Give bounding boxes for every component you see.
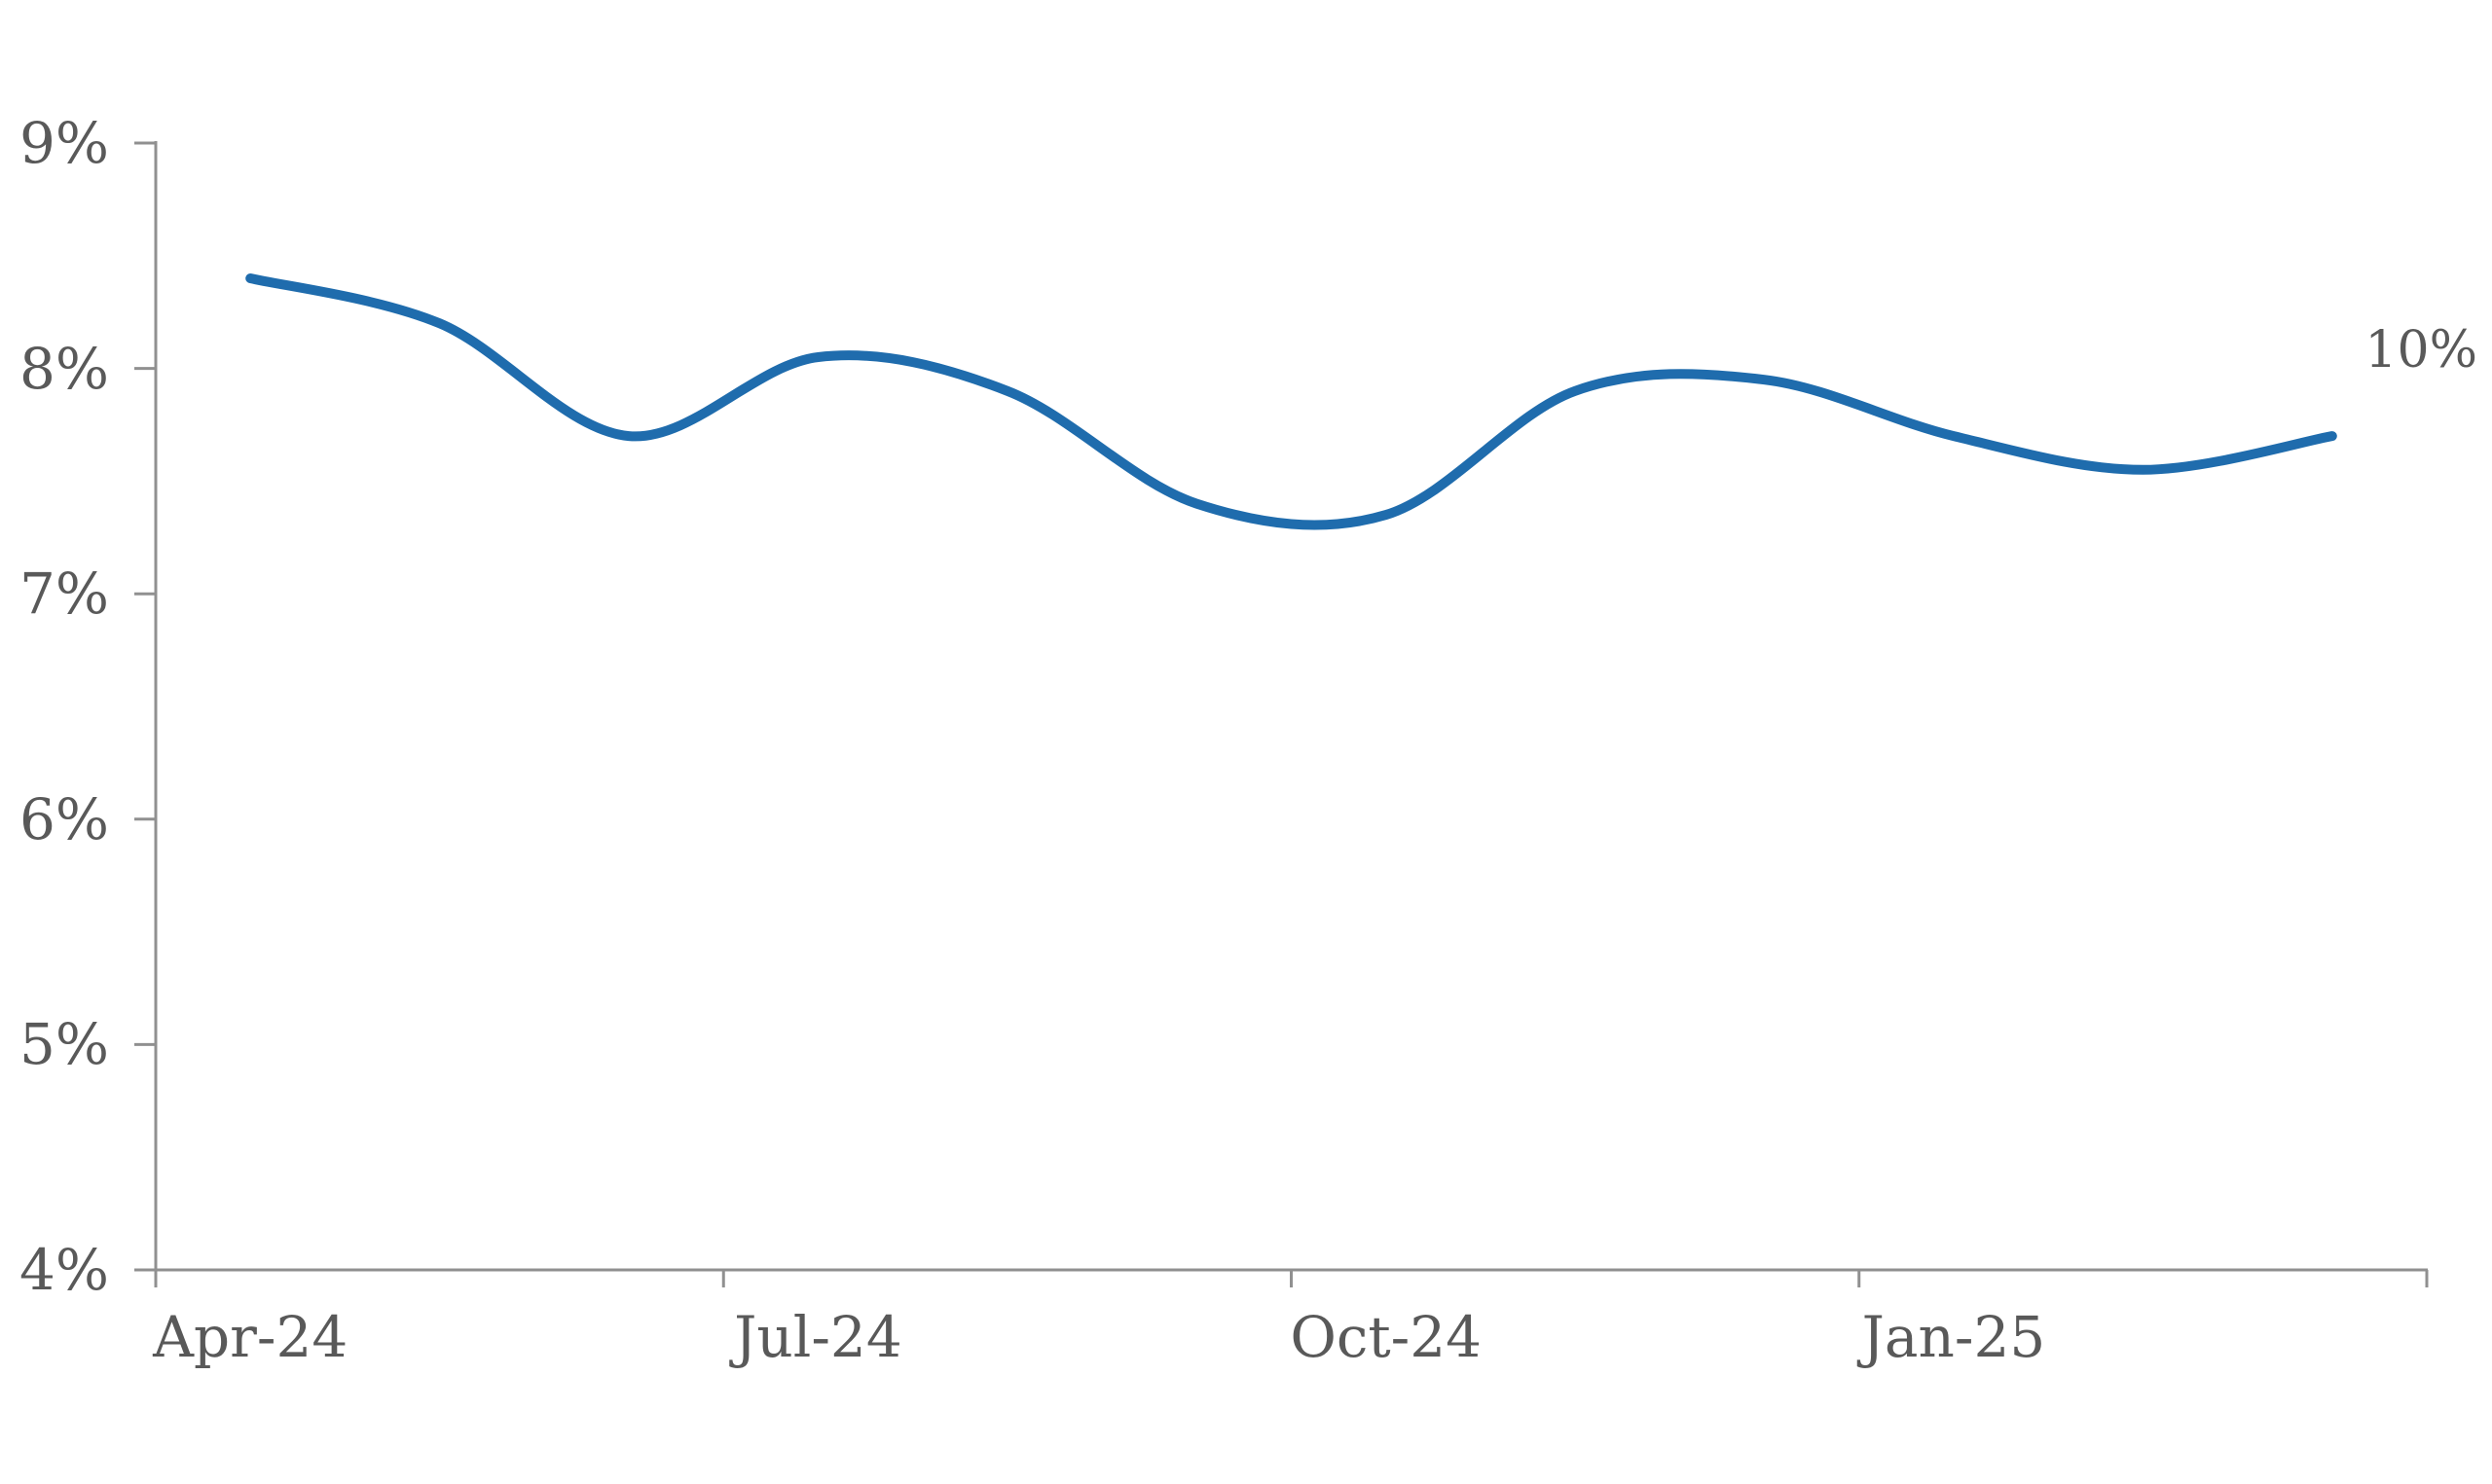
series-line — [245, 273, 2337, 530]
y-tick-label-9%: 9% — [18, 110, 109, 176]
y-tick-label-8%: 8% — [18, 335, 109, 402]
y-tick-label-4%: 4% — [18, 1237, 109, 1303]
y-tick-label-6%: 6% — [18, 785, 109, 852]
x-tick-label-Jan-25: Jan-25 — [1861, 1304, 2046, 1370]
y-tick-label-7%: 7% — [18, 561, 109, 628]
x-tick-label-Apr-24: Apr-24 — [153, 1304, 348, 1370]
series-end-label: 10% — [2364, 321, 2477, 380]
y-tick-label-5%: 5% — [18, 1011, 109, 1078]
x-tick-label-Jul-24: Jul-24 — [734, 1304, 902, 1370]
x-tick-label-Oct-24: Oct-24 — [1290, 1304, 1483, 1370]
